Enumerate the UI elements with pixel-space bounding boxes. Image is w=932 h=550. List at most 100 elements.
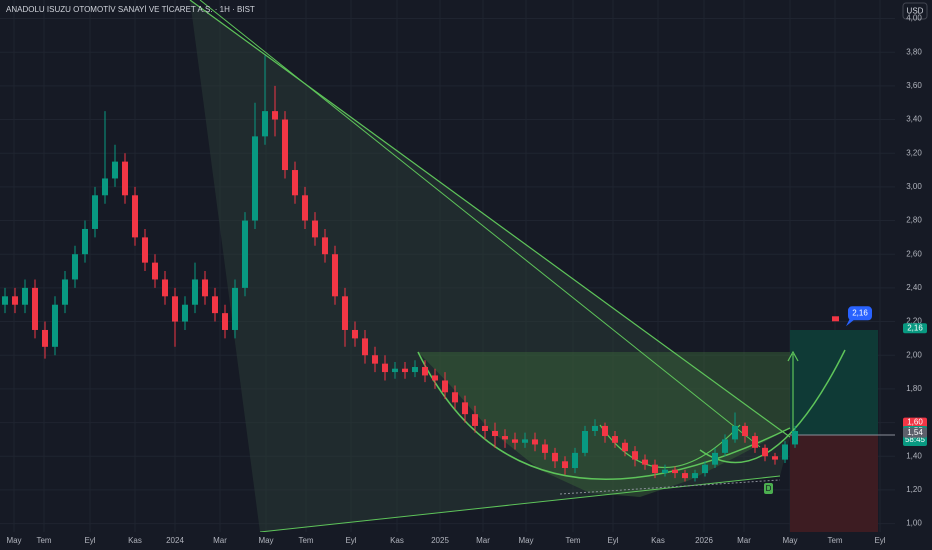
candle-body: [722, 439, 728, 453]
y-tick-label: 3,00: [906, 182, 922, 191]
candle-body: [242, 220, 248, 288]
flag-icon: [832, 316, 839, 322]
candle-body: [122, 161, 128, 196]
candle-body: [362, 338, 368, 356]
candle-body: [162, 279, 168, 297]
y-tick-label: 1,40: [906, 451, 922, 460]
candle-body: [682, 473, 688, 479]
candle-body: [42, 329, 48, 347]
candle-body: [212, 296, 218, 314]
candle-body: [752, 436, 758, 448]
candle-body: [732, 425, 738, 440]
target-callout: [848, 306, 872, 321]
candle-body: [602, 425, 608, 437]
candle-body: [282, 119, 288, 171]
currency-button-label[interactable]: USD: [907, 7, 924, 16]
x-tick-label: Tem: [298, 536, 313, 545]
y-tick-label: 2,80: [906, 216, 922, 225]
y-tick-label: 3,40: [906, 115, 922, 124]
x-tick-label: 2024: [166, 536, 184, 545]
marker-letter: D: [766, 484, 772, 493]
candle-body: [32, 287, 38, 330]
candle-body: [382, 363, 388, 373]
x-tick-label: Tem: [827, 536, 842, 545]
x-tick-label: Mar: [213, 536, 227, 545]
y-tick-label: 1,80: [906, 384, 922, 393]
candle-body: [72, 254, 78, 280]
candle-body: [582, 430, 588, 453]
candle-body: [342, 296, 348, 330]
price-axis: [895, 0, 932, 550]
candle-body: [272, 111, 278, 120]
x-tick-label: Tem: [565, 536, 580, 545]
candle-body: [112, 161, 118, 179]
loss-zone: [790, 435, 878, 532]
candle-body: [422, 367, 428, 376]
candle-body: [632, 451, 638, 460]
candle-body: [332, 254, 338, 297]
candle-body: [102, 178, 108, 196]
candle-body: [252, 136, 258, 221]
candle-body: [302, 195, 308, 221]
candle-body: [522, 439, 528, 443]
x-tick-label: Eyl: [84, 536, 95, 545]
x-tick-label: 2026: [695, 536, 713, 545]
x-tick-label: Kas: [390, 536, 404, 545]
candle-body: [542, 444, 548, 453]
countdown: 58:45: [905, 435, 926, 444]
candle-body: [322, 237, 328, 255]
candle-body: [192, 279, 198, 305]
candle-body: [572, 452, 578, 469]
overlay: 1,00 1,20 1,40 1,60 1,80 2,00 2,20 2,40 2,60 2,80…: [6, 14, 927, 545]
candle-body: [762, 447, 768, 457]
x-tick-label: May: [782, 536, 797, 545]
candle-body: [222, 313, 228, 330]
candle-body: [492, 430, 498, 437]
chart-title: ANADOLU ISUZU OTOMOTİV SANAYİ VE TİCARET…: [6, 5, 255, 14]
x-tick-label: Eyl: [874, 536, 885, 545]
candle-body: [792, 430, 798, 445]
candle-body: [312, 220, 318, 238]
x-tick-label: May: [518, 536, 533, 545]
time-axis: [0, 532, 932, 550]
candle-body: [372, 355, 378, 364]
candle-body: [52, 304, 58, 347]
candle-body: [12, 296, 18, 305]
x-tick-label: Eyl: [345, 536, 356, 545]
candle-body: [742, 425, 748, 437]
y-tick-label: 1,00: [906, 519, 922, 528]
x-tick-label: 2025: [431, 536, 449, 545]
x-tick-label: Mar: [737, 536, 751, 545]
candle-body: [232, 287, 238, 330]
candle-body: [402, 368, 408, 373]
y-tick-label: 2,40: [906, 283, 922, 292]
y-tick-label: 2,60: [906, 249, 922, 258]
candle-body: [172, 296, 178, 322]
target-callout-label: 2,16: [852, 308, 868, 317]
x-tick-label: May: [6, 536, 21, 545]
candle-body: [292, 170, 298, 196]
candle-body: [532, 439, 538, 445]
candle-body: [512, 439, 518, 443]
candle-body: [82, 228, 88, 255]
candle-body: [652, 464, 658, 474]
currency-button[interactable]: [902, 2, 928, 20]
cup-zone: [418, 352, 790, 497]
candle-body: [772, 456, 778, 460]
candle-body: [202, 279, 208, 297]
candle-body: [262, 111, 268, 137]
price-label: 1,54: [907, 428, 923, 437]
candle-body: [452, 392, 458, 403]
price-label: 2,16: [907, 323, 923, 332]
candle-body: [662, 469, 668, 474]
y-tick-label: 2,00: [906, 350, 922, 359]
y-tick-label: 4,00: [906, 14, 922, 23]
candle-body: [672, 469, 678, 474]
candle-body: [702, 464, 708, 474]
candle-body: [612, 436, 618, 443]
candle-body: [462, 402, 468, 415]
trend-line: [199, 0, 761, 448]
candle-body: [152, 262, 158, 280]
